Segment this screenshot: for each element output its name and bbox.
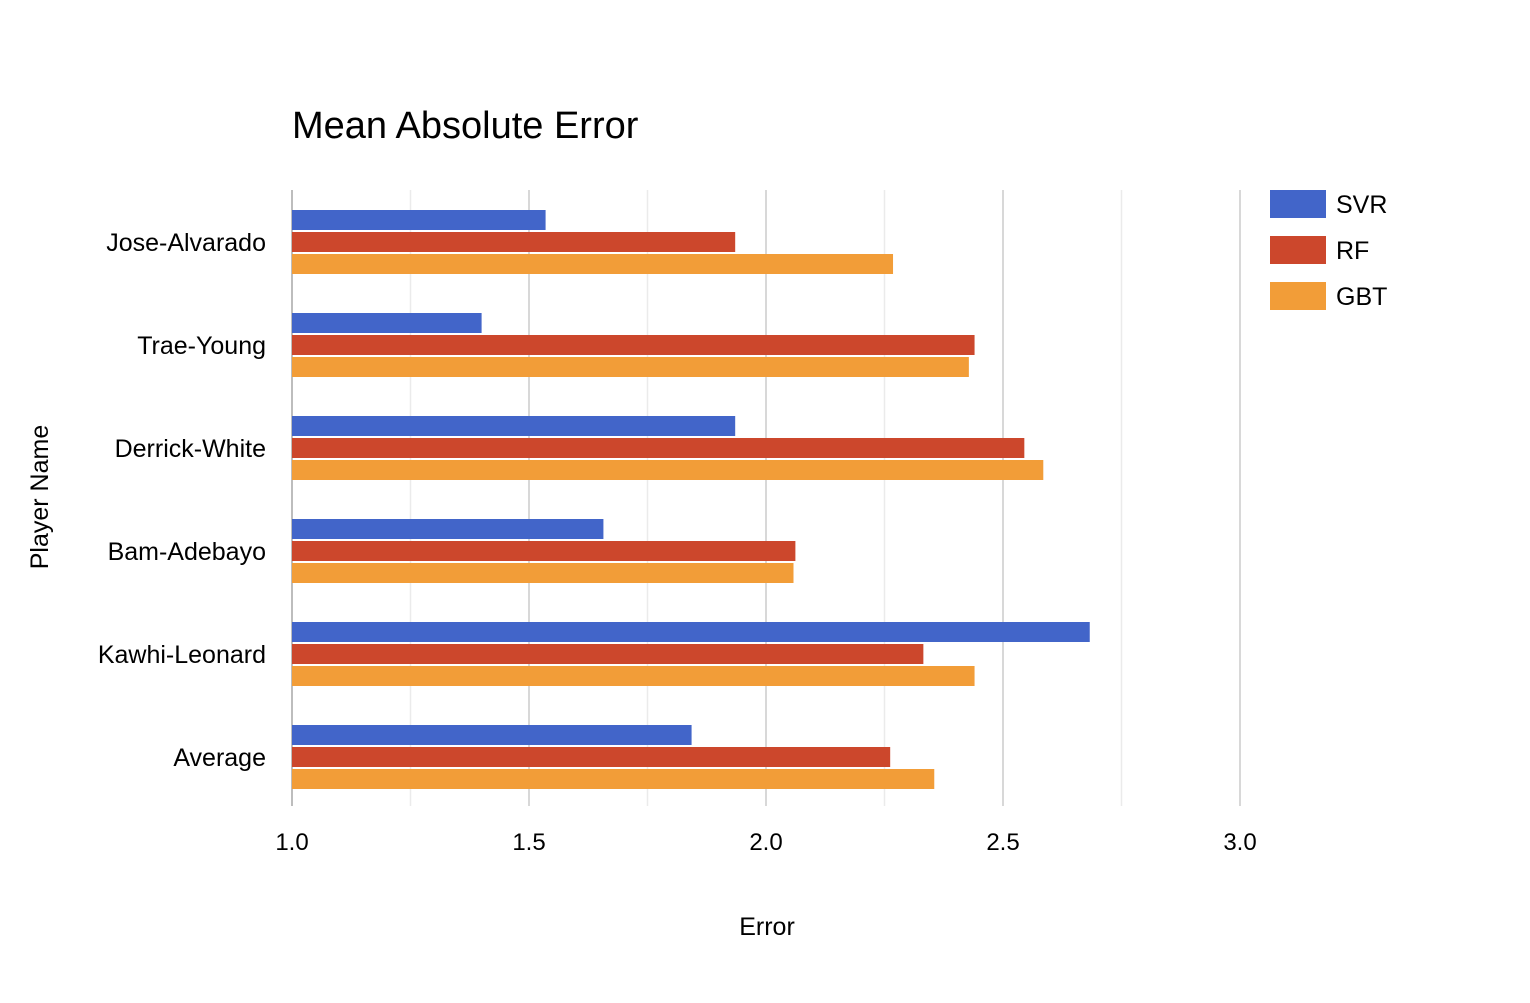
x-tick-label: 3.0 <box>1223 829 1256 856</box>
bar-gbt-average <box>292 769 935 789</box>
bar-gbt-kawhi-leonard <box>292 666 975 686</box>
bar-gbt-derrick-white <box>292 460 1044 480</box>
chart-title: Mean Absolute Error <box>292 105 639 147</box>
bar-svr-derrick-white <box>292 416 736 436</box>
bar-rf-jose-alvarado <box>292 232 736 252</box>
x-tick-label: 1.0 <box>275 829 308 856</box>
bar-rf-derrick-white <box>292 438 1025 458</box>
bar-gbt-trae-young <box>292 357 969 377</box>
legend-swatch-gbt <box>1270 282 1326 310</box>
grid <box>291 190 1241 806</box>
y-axis-title: Player Name <box>26 425 54 570</box>
bar-svr-bam-adebayo <box>292 519 604 539</box>
category-label: Derrick-White <box>115 435 266 463</box>
bar-rf-kawhi-leonard <box>292 644 924 664</box>
x-tick-label: 1.5 <box>512 829 545 856</box>
x-tick-label: 2.0 <box>749 829 782 856</box>
legend-label-svr: SVR <box>1336 191 1387 219</box>
category-labels: Jose-Alvarado Trae-Young Derrick-White Bam-… <box>98 229 266 772</box>
bar-svr-kawhi-leonard <box>292 622 1090 642</box>
category-label: Kawhi-Leonard <box>98 641 266 669</box>
x-tick-labels: 1.0 1.5 2.0 2.5 3.0 <box>275 829 1256 856</box>
bar-svr-jose-alvarado <box>292 210 546 230</box>
bar-gbt-bam-adebayo <box>292 563 794 583</box>
x-tick-label: 2.5 <box>986 829 1019 856</box>
bars <box>292 210 1090 789</box>
category-label: Average <box>173 744 266 772</box>
legend-swatch-svr <box>1270 190 1326 218</box>
bar-svr-average <box>292 725 692 745</box>
category-label: Jose-Alvarado <box>106 229 266 257</box>
category-label: Bam-Adebayo <box>108 538 266 566</box>
bar-rf-bam-adebayo <box>292 541 796 561</box>
legend-label-rf: RF <box>1336 237 1369 265</box>
legend-label-gbt: GBT <box>1336 283 1387 311</box>
bar-rf-trae-young <box>292 335 975 355</box>
category-label: Trae-Young <box>137 332 266 360</box>
legend: SVR RF GBT <box>1270 190 1387 311</box>
legend-swatch-rf <box>1270 236 1326 264</box>
bar-rf-average <box>292 747 891 767</box>
x-axis-title: Error <box>739 913 795 941</box>
bar-gbt-jose-alvarado <box>292 254 894 274</box>
bar-svr-trae-young <box>292 313 482 333</box>
